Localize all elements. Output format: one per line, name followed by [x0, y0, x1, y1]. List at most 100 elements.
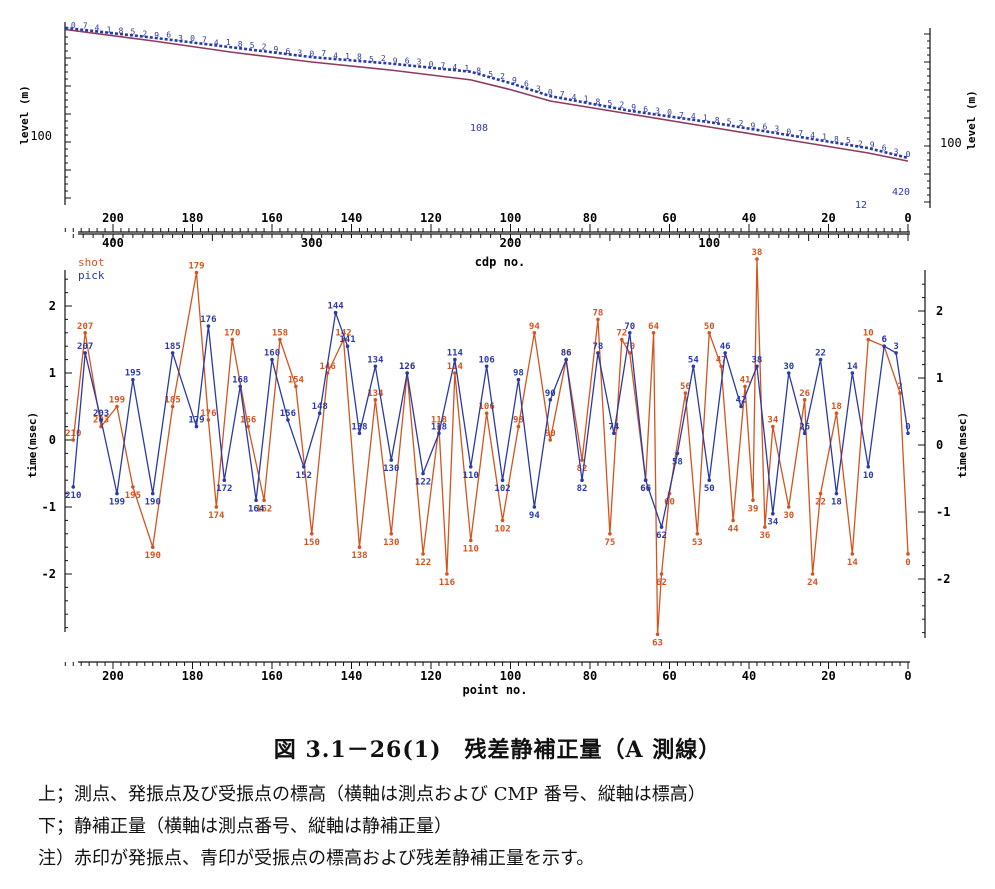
top-ytick-left-100: 100 — [30, 129, 52, 143]
top-point-marker: 9 — [870, 141, 875, 150]
bottom-point-label-pick: 168 — [232, 375, 248, 385]
bottom-point-shot — [421, 552, 425, 556]
bottom-left-tick-labels: 2 1 0 -1 -2 — [42, 299, 56, 581]
bottom-point-shot — [810, 572, 815, 576]
bottom-point-pick — [373, 364, 378, 369]
top-point-marker: 3 — [894, 148, 899, 157]
bottom-point-pick — [723, 351, 727, 355]
bottom-point-shot — [214, 505, 219, 509]
top-left-ticks — [65, 29, 71, 199]
top-point-marker: 3 — [297, 48, 302, 57]
bottom-point-label-shot: 138 — [351, 551, 367, 561]
bottom-point-label-shot: 98 — [513, 416, 524, 426]
bottom-point-pick — [906, 431, 910, 436]
bottom-point-pick — [150, 491, 155, 496]
point-axis-label: 200 — [102, 211, 124, 225]
bottom-point-label-shot: 53 — [692, 538, 703, 548]
bottom-point-label-pick: 210 — [65, 491, 81, 501]
bottom-x-label: 0 — [904, 669, 911, 683]
cdp-axis-label: 100 — [698, 236, 720, 250]
bottom-point-label-pick: 203 — [93, 409, 109, 419]
top-point-marker: 3 — [536, 85, 541, 94]
figure-caption-line-1: 上；測点、発振点及び受振点の標高（横軸は測点および CMP 番号、縦軸は標高） — [38, 784, 706, 805]
bottom-point-label-pick: 74 — [608, 422, 619, 432]
bottom-point-pick — [333, 310, 338, 315]
bottom-point-shot — [445, 572, 449, 576]
bottom-point-pick — [170, 351, 175, 355]
bottom-point-pick — [707, 478, 712, 483]
bottom-point-shot — [695, 532, 700, 536]
bottom-point-label-pick: 190 — [145, 498, 161, 508]
bottom-point-label-pick: 199 — [109, 498, 125, 508]
bottom-point-shot — [206, 418, 211, 422]
top-point-marker: 2 — [619, 101, 624, 110]
bottom-point-shot — [357, 545, 362, 549]
top-right-ticks — [924, 33, 930, 203]
top-point-marker: 1 — [822, 133, 827, 142]
bottom-point-label-shot: 102 — [494, 524, 510, 534]
bottom-point-label-pick: 26 — [799, 422, 810, 432]
bottom-point-shot — [608, 532, 612, 536]
bottom-point-label-shot: 72 — [616, 329, 627, 339]
bottom-point-label-shot: 130 — [383, 538, 399, 548]
bottom-point-shot — [262, 498, 266, 503]
bottom-point-label-pick: 172 — [216, 484, 232, 494]
bottom-point-label-pick: 176 — [200, 315, 216, 325]
bottom-point-label-pick: 86 — [561, 349, 572, 359]
top-point-marker: 0 — [548, 88, 553, 97]
bottom-point-label-shot: 195 — [125, 491, 141, 501]
top-point-marker: 1 — [345, 52, 350, 61]
bottom-point-label-pick: 102 — [494, 484, 510, 494]
top-point-marker: 2 — [142, 29, 147, 38]
bottom-point-pick — [643, 478, 648, 483]
top-plot-area: 0 7 4 1 8 5 2 9 6 3 0 7 4 1 8 5 2 9 6 3 0 7 4 1 8 5 2 9 6 3 0 7 4 1 8 5 2 9 63… — [65, 21, 911, 162]
bottom-point-label-shot: 70 — [624, 342, 635, 352]
bottom-left-tick-label: 2 — [49, 299, 56, 313]
bottom-point-label-shot: 24 — [807, 578, 818, 588]
bottom-point-pick — [405, 371, 409, 375]
top-point-marker: 8 — [596, 98, 601, 107]
top-point-marker: 6 — [405, 57, 410, 66]
bottom-point-label-pick: 78 — [593, 342, 604, 352]
top-point-marker: 1 — [226, 38, 231, 47]
bottom-point-label-shot: 22 — [815, 498, 826, 508]
bottom-point-label-shot: 2 — [897, 382, 902, 392]
top-ylabel-left: level (m) — [18, 85, 31, 145]
bottom-series-pick — [72, 312, 909, 530]
bottom-point-label-pick: 207 — [77, 342, 93, 352]
bottom-point-label-shot: 199 — [109, 396, 125, 406]
bottom-point-pick — [270, 357, 274, 362]
bottom-point-label-shot: 39 — [748, 504, 759, 514]
legend-pick: pick — [78, 269, 105, 282]
bottom-point-pick — [254, 498, 258, 503]
bottom-point-label-pick: 160 — [264, 349, 280, 359]
bottom-right-ticks — [918, 283, 925, 634]
top-point-marker: 7 — [798, 129, 803, 138]
bottom-point-pick — [612, 431, 616, 436]
bottom-point-label-pick: 114 — [447, 349, 464, 359]
figure-caption-line-3: 注）赤印が発振点、青印が受振点の標高および残差静補正量を示す。 — [38, 848, 595, 869]
top-point-marker: 0 — [786, 127, 791, 136]
bottom-right-tick-labels: 2 1 0 -1 -2 — [936, 304, 950, 586]
bottom-point-label-shot: 38 — [752, 248, 763, 258]
bottom-point-shot — [278, 337, 282, 342]
bottom-point-label-pick: 98 — [513, 369, 524, 379]
top-point-marker: 6 — [166, 31, 171, 40]
bottom-point-pick — [894, 351, 898, 355]
top-point-marker: 8 — [476, 67, 481, 76]
bottom-point-label-pick: 106 — [479, 355, 495, 365]
bottom-point-shot — [532, 331, 537, 335]
bottom-point-pick — [437, 431, 441, 436]
top-inline-label-12: 12 — [855, 200, 867, 211]
bottom-x-label: 60 — [662, 669, 676, 683]
point-axis-label: 80 — [583, 211, 597, 225]
bottom-point-shot — [719, 364, 723, 369]
bottom-point-pick — [83, 351, 87, 355]
bottom-left-tick-label: -2 — [42, 567, 56, 581]
bottom-point-shot — [834, 411, 839, 416]
bottom-point-label-pick: 54 — [688, 355, 699, 365]
bottom-point-pick — [818, 357, 823, 362]
top-point-marker: 0 — [71, 21, 76, 30]
bottom-point-label-shot: 78 — [593, 308, 604, 318]
bottom-point-pick — [222, 478, 227, 483]
